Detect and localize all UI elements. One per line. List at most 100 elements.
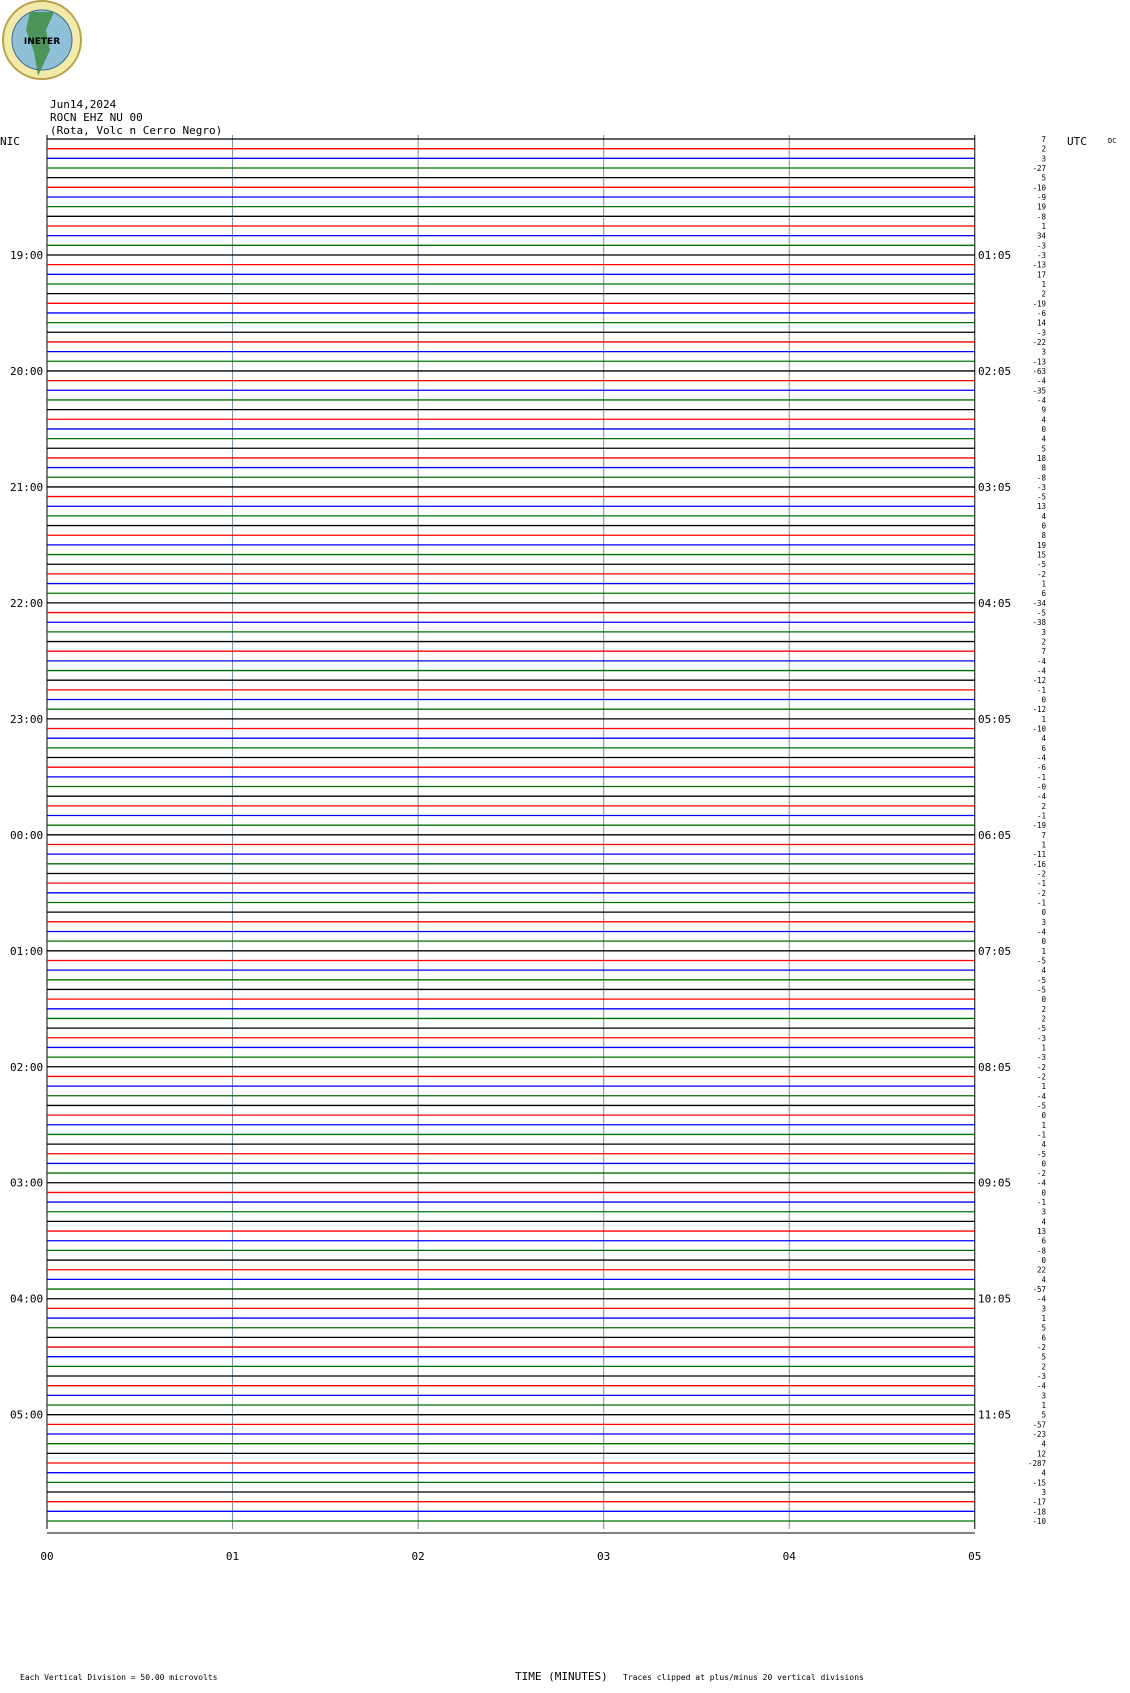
dc-label: -8 — [1037, 1246, 1047, 1255]
dc-label: 6 — [1041, 1237, 1046, 1246]
dc-label: 1 — [1041, 580, 1046, 589]
dc-label: 7 — [1041, 831, 1046, 840]
dc-label: 13 — [1037, 502, 1046, 511]
dc-label: -2 — [1037, 869, 1046, 878]
dc-label: -4 — [1037, 1295, 1047, 1304]
dc-label: 2 — [1041, 638, 1046, 647]
dc-label: -38 — [1032, 618, 1046, 627]
dc-label: -15 — [1032, 1478, 1046, 1487]
dc-label: 8 — [1041, 464, 1046, 473]
left-time: 02:00 — [10, 1061, 43, 1074]
dc-label: -2 — [1037, 570, 1046, 579]
dc-label: 4 — [1041, 435, 1046, 444]
dc-label: -13 — [1032, 357, 1046, 366]
dc-label: -11 — [1032, 850, 1046, 859]
dc-label: 14 — [1037, 319, 1047, 328]
dc-label: 1 — [1041, 222, 1046, 231]
dc-label: 0 — [1041, 908, 1046, 917]
dc-label: -5 — [1037, 1024, 1046, 1033]
dc-label: 3 — [1041, 918, 1046, 927]
dc-label: -2 — [1037, 889, 1046, 898]
dc-label: 3 — [1041, 1488, 1046, 1497]
dc-label: -1 — [1037, 879, 1046, 888]
dc-label: -1 — [1037, 1198, 1046, 1207]
dc-label: 1 — [1041, 1121, 1046, 1130]
dc-label: 5 — [1041, 1411, 1046, 1420]
dc-label: 5 — [1041, 444, 1046, 453]
dc-label: 4 — [1041, 415, 1046, 424]
left-time: 19:00 — [10, 249, 43, 262]
dc-label: -5 — [1037, 985, 1046, 994]
dc-label: 0 — [1041, 1256, 1046, 1265]
x-tick-label: 04 — [783, 1550, 797, 1563]
right-time: 10:05 — [978, 1293, 1011, 1306]
x-tick-label: 02 — [411, 1550, 424, 1563]
dc-label: -34 — [1032, 599, 1046, 608]
dc-label: 0 — [1041, 425, 1046, 434]
dc-label: -6 — [1037, 763, 1047, 772]
dc-label: -13 — [1032, 261, 1046, 270]
logo-text: INETER — [24, 37, 60, 47]
dc-label: -12 — [1032, 705, 1046, 714]
dc-label: -63 — [1032, 367, 1046, 376]
dc-label: -5 — [1037, 560, 1046, 569]
dc-label: -17 — [1032, 1498, 1046, 1507]
dc-label: -3 — [1037, 251, 1046, 260]
dc-label: -3 — [1037, 1372, 1046, 1381]
right-time: 01:05 — [978, 249, 1011, 262]
left-time: 04:00 — [10, 1293, 43, 1306]
dc-label: 17 — [1037, 270, 1046, 279]
dc-label: -6 — [1037, 309, 1047, 318]
dc-label: -3 — [1037, 241, 1046, 250]
x-tick-label: 05 — [968, 1550, 981, 1563]
dc-label: -4 — [1037, 377, 1047, 386]
dc-label: 7 — [1041, 647, 1046, 656]
subtitle: ROCN EHZ NU 00 — [50, 111, 143, 124]
dc-label: 3 — [1041, 154, 1046, 163]
dc-label: -9 — [1037, 193, 1046, 202]
dc-label: 13 — [1037, 1227, 1046, 1236]
dc-label: 4 — [1041, 734, 1046, 743]
dc-label: 1 — [1041, 280, 1046, 289]
dc-label: -10 — [1032, 725, 1046, 734]
dc-label: 4 — [1041, 966, 1046, 975]
dc-label: -4 — [1037, 927, 1047, 936]
title: Jun14,2024 — [50, 98, 117, 111]
right-time: 09:05 — [978, 1177, 1011, 1190]
dc-label: -4 — [1037, 754, 1047, 763]
dc-label: -10 — [1032, 183, 1046, 192]
dc-label: -1 — [1037, 686, 1046, 695]
left-time: 05:00 — [10, 1409, 43, 1422]
location: (Rota, Volc n Cerro Negro) — [50, 124, 222, 137]
left-time: 22:00 — [10, 597, 43, 610]
dc-label: -5 — [1037, 609, 1046, 618]
dc-label: -1 — [1037, 773, 1046, 782]
clip-note: Traces clipped at plus/minus 20 vertical… — [623, 1673, 864, 1682]
scale-note: Each Vertical Division = 50.00 microvolt… — [20, 1673, 218, 1682]
dc-label: 1 — [1041, 715, 1046, 724]
dc-label: 4 — [1041, 1275, 1046, 1284]
dc-label: -4 — [1037, 657, 1047, 666]
left-label: NIC — [0, 135, 20, 148]
x-tick-label: 01 — [226, 1550, 239, 1563]
dc-label: 0 — [1041, 995, 1046, 1004]
dc-label: 0 — [1041, 937, 1046, 946]
dc-label: -3 — [1037, 1053, 1046, 1062]
dc-header: DC — [1108, 137, 1116, 145]
dc-label: 1 — [1041, 840, 1046, 849]
dc-label: -8 — [1037, 473, 1047, 482]
left-time: 20:00 — [10, 365, 43, 378]
x-tick-label: 03 — [597, 1550, 610, 1563]
dc-label: -19 — [1032, 299, 1046, 308]
dc-label: -3 — [1037, 1034, 1046, 1043]
dc-label: 2 — [1041, 145, 1046, 154]
right-time: 06:05 — [978, 829, 1011, 842]
dc-label: 0 — [1041, 1111, 1046, 1120]
dc-label: -22 — [1032, 338, 1046, 347]
right-time: 07:05 — [978, 945, 1011, 958]
dc-label: -1 — [1037, 812, 1046, 821]
dc-label: -3 — [1037, 483, 1046, 492]
dc-label: 5 — [1041, 1324, 1046, 1333]
